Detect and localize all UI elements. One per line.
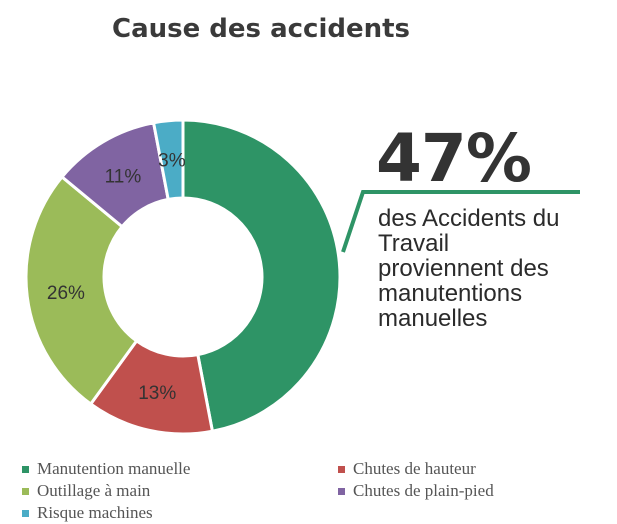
callout-text: des Accidents du Travail proviennent des…	[378, 206, 598, 331]
legend-swatch	[338, 465, 345, 473]
legend-label: Risque machines	[37, 503, 153, 522]
legend-swatch	[22, 487, 29, 495]
callout-line-5: manuelles	[378, 305, 488, 332]
legend-label: Manutention manuelle	[37, 459, 191, 478]
chart-title: Cause des accidents	[112, 14, 411, 44]
slice-label: 26%	[47, 283, 85, 304]
legend-label: Chutes de hauteur	[353, 459, 476, 478]
callout-line-4: manutentions	[378, 280, 523, 307]
legend-item: Risque machines	[22, 503, 153, 523]
legend-item: Outillage à main	[22, 481, 150, 501]
callout-line	[341, 190, 580, 253]
slice-label: 3%	[158, 151, 186, 172]
callout-line-2: Travail	[378, 230, 450, 257]
slice-label: 11%	[105, 166, 142, 187]
donut-slice	[151, 118, 185, 202]
slice-label: 13%	[138, 383, 176, 404]
donut-slice	[24, 174, 139, 407]
callout-line-3: proviennent des	[378, 255, 549, 282]
legend-item: Chutes de plain-pied	[338, 481, 494, 501]
legend-item: Manutention manuelle	[22, 459, 190, 479]
legend-swatch	[22, 509, 29, 517]
donut-slice	[181, 118, 342, 433]
legend-swatch	[338, 487, 345, 495]
legend-swatch	[22, 465, 29, 473]
legend-label: Chutes de plain-pied	[353, 481, 494, 500]
legend-item: Chutes de hauteur	[338, 459, 476, 479]
callout-line-1: des Accidents du	[378, 205, 560, 232]
callout-value: 47%	[376, 120, 532, 197]
legend-label: Outillage à main	[37, 481, 151, 500]
